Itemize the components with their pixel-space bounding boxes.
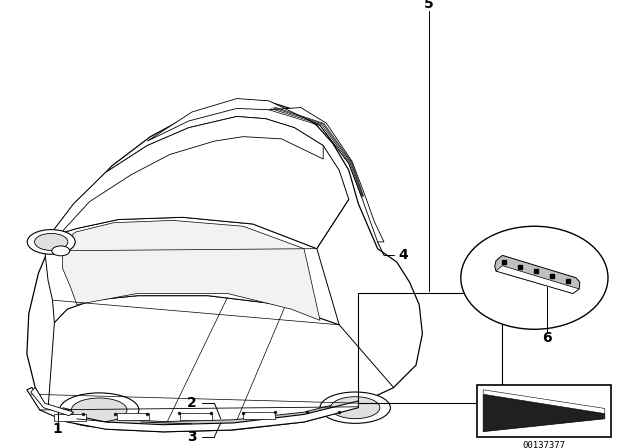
- Text: 5: 5: [424, 0, 434, 12]
- Circle shape: [461, 226, 608, 329]
- Polygon shape: [27, 388, 358, 432]
- Polygon shape: [45, 217, 339, 325]
- FancyBboxPatch shape: [54, 414, 86, 421]
- Text: 3: 3: [187, 430, 197, 444]
- Polygon shape: [62, 220, 320, 320]
- Polygon shape: [496, 266, 579, 293]
- Text: 6: 6: [542, 331, 552, 345]
- Polygon shape: [48, 296, 394, 430]
- Polygon shape: [45, 116, 349, 251]
- FancyBboxPatch shape: [117, 413, 149, 420]
- Ellipse shape: [35, 233, 68, 250]
- Polygon shape: [483, 390, 605, 414]
- Polygon shape: [48, 116, 323, 237]
- Text: 1: 1: [52, 422, 63, 436]
- Text: 4: 4: [398, 248, 408, 263]
- Ellipse shape: [28, 229, 76, 254]
- Text: 00137377: 00137377: [522, 441, 566, 448]
- Ellipse shape: [60, 393, 139, 427]
- Polygon shape: [63, 399, 358, 426]
- FancyBboxPatch shape: [243, 412, 275, 419]
- Polygon shape: [147, 99, 384, 242]
- Ellipse shape: [72, 398, 127, 422]
- FancyBboxPatch shape: [180, 413, 212, 420]
- Polygon shape: [27, 101, 422, 430]
- Polygon shape: [495, 255, 580, 293]
- Text: 2: 2: [187, 396, 197, 410]
- Bar: [477, 385, 611, 437]
- Ellipse shape: [320, 392, 390, 423]
- Ellipse shape: [331, 397, 380, 418]
- Polygon shape: [31, 388, 74, 416]
- Polygon shape: [483, 394, 605, 432]
- Polygon shape: [104, 400, 358, 432]
- Ellipse shape: [52, 246, 70, 256]
- Bar: [358, 293, 502, 403]
